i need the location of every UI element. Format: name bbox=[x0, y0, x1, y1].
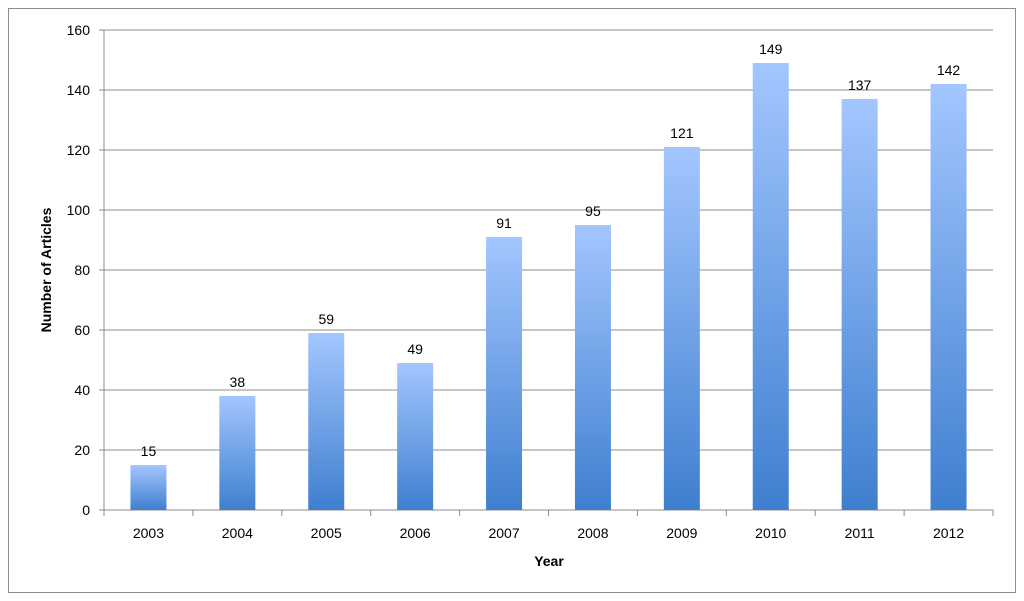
x-tick-label-2003: 2003 bbox=[133, 525, 164, 541]
data-label-2004: 38 bbox=[230, 374, 246, 390]
x-tick-label-2004: 2004 bbox=[222, 525, 253, 541]
data-labels: 15 38 59 49 91 95 121 149 137 142 bbox=[141, 41, 961, 459]
bars bbox=[130, 63, 967, 510]
bar-2006 bbox=[397, 363, 434, 510]
bar-2005 bbox=[308, 333, 345, 510]
bar-2009 bbox=[663, 147, 700, 510]
data-label-2007: 91 bbox=[496, 215, 512, 231]
data-label-2009: 121 bbox=[670, 125, 694, 141]
bar-2011 bbox=[841, 99, 878, 510]
x-tick-label-2012: 2012 bbox=[933, 525, 964, 541]
x-tick-label-2005: 2005 bbox=[311, 525, 342, 541]
data-label-2008: 95 bbox=[585, 203, 601, 219]
y-tick-label: 140 bbox=[67, 82, 91, 98]
x-tick-label-2009: 2009 bbox=[666, 525, 697, 541]
y-tick-label: 80 bbox=[74, 262, 90, 278]
y-tick-label: 100 bbox=[67, 202, 91, 218]
y-tick-label: 40 bbox=[74, 382, 90, 398]
y-axis-title: Number of Articles bbox=[38, 207, 54, 332]
data-label-2005: 59 bbox=[318, 311, 334, 327]
y-tick-label: 60 bbox=[74, 322, 90, 338]
data-label-2003: 15 bbox=[141, 443, 157, 459]
bar-2003 bbox=[130, 465, 167, 510]
x-tick-label-2011: 2011 bbox=[845, 525, 875, 541]
data-label-2012: 142 bbox=[937, 62, 961, 78]
tick-labels: 0 20 40 60 80 100 120 140 160 2003 2004 2005 2006 200… bbox=[67, 22, 965, 541]
bar-2010 bbox=[752, 63, 789, 510]
bar-2012 bbox=[930, 84, 967, 510]
x-tick-label-2010: 2010 bbox=[755, 525, 786, 541]
y-tick-label: 20 bbox=[74, 442, 90, 458]
bar-2004 bbox=[219, 396, 256, 510]
x-tick-label-2006: 2006 bbox=[400, 525, 431, 541]
data-label-2010: 149 bbox=[759, 41, 783, 57]
x-tick-label-2007: 2007 bbox=[488, 525, 519, 541]
bar-2007 bbox=[486, 237, 523, 510]
bar-2008 bbox=[574, 225, 611, 510]
y-tick-label: 0 bbox=[82, 502, 90, 518]
y-tick-label: 120 bbox=[67, 142, 91, 158]
data-label-2011: 137 bbox=[848, 77, 872, 93]
data-label-2006: 49 bbox=[407, 341, 423, 357]
x-tick-label-2008: 2008 bbox=[577, 525, 608, 541]
x-axis-title: Year bbox=[534, 553, 564, 569]
y-tick-label: 160 bbox=[67, 22, 91, 38]
